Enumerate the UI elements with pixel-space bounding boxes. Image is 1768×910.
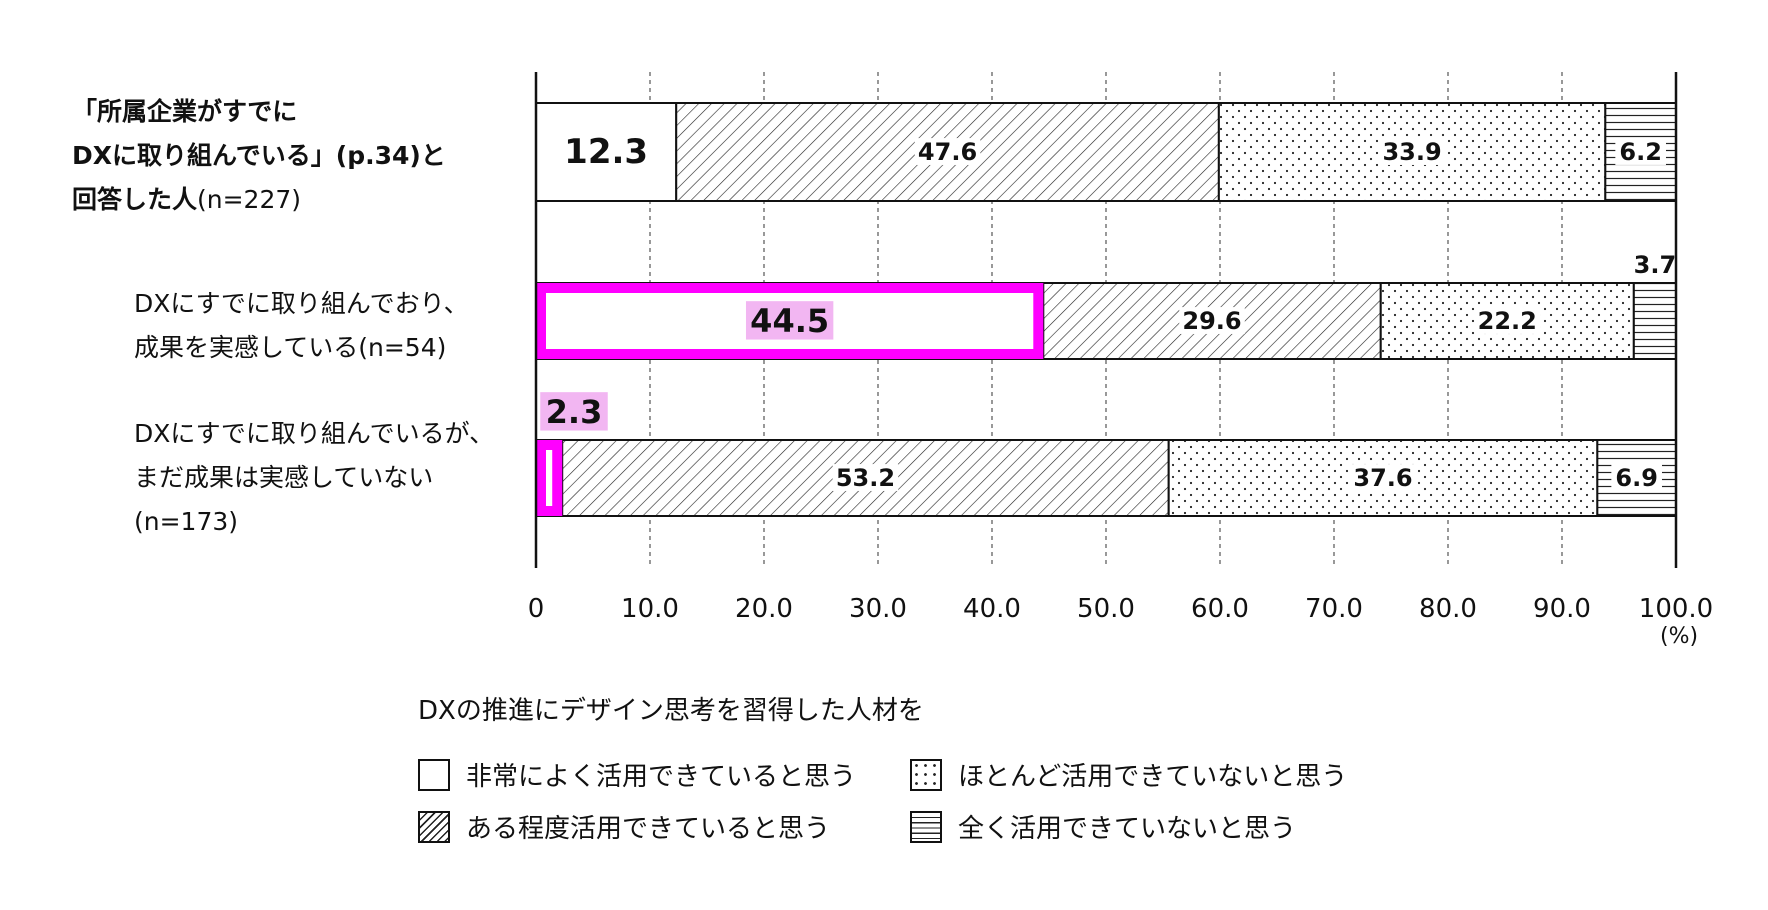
- row-label-all-line-2: DXに取り組んでいる」(p.34)と: [72, 141, 446, 170]
- legend-item-somewhat: ある程度活用できていると思う: [418, 808, 830, 845]
- legend-swatch-blank: [418, 758, 450, 791]
- highlight-label-bg: [745, 301, 834, 340]
- x-tick-label: 30.0: [849, 594, 907, 624]
- row-label-all-line-1: 「所属企業がすでに: [72, 97, 298, 126]
- value-label: 47.6: [918, 138, 977, 166]
- x-tick-label: 80.0: [1419, 594, 1477, 624]
- row-label-not-achieving-line-2: まだ成果は実感していない: [134, 463, 434, 492]
- value-label-bg: [1179, 307, 1245, 334]
- value-label-bg: [1350, 464, 1416, 491]
- value-label-bg: [914, 138, 981, 165]
- bar-segment: [535, 102, 678, 202]
- row-label-not-achieving-line-3: (n=173): [134, 507, 239, 536]
- x-tick-label: 70.0: [1305, 594, 1363, 624]
- value-label: 53.2: [836, 464, 895, 492]
- legend-label-very-well: 非常によく活用できていると思う: [466, 762, 857, 792]
- bar-segment: [1632, 282, 1677, 360]
- value-label: 3.7: [1634, 251, 1677, 279]
- highlight-outline: [536, 440, 563, 516]
- value-label: 37.6: [1353, 464, 1412, 492]
- row-label-all-line-3: 回答した人: [72, 185, 198, 214]
- row-label-not-achieving-line-1: DXにすでに取り組んでいるが、: [134, 419, 495, 448]
- value-label-bg: [1611, 464, 1662, 491]
- value-label: 44.5: [750, 302, 829, 340]
- value-label-bg: [1474, 307, 1541, 334]
- x-tick-label: 100.0: [1639, 594, 1713, 624]
- axis-unit-label: (%): [1660, 624, 1699, 649]
- legend-item-not-at-all: 全く活用できていないと思う: [910, 808, 1296, 845]
- x-tick-label: 10.0: [621, 594, 679, 624]
- legend-item-hardly: ほとんど活用できていないと思う: [910, 756, 1347, 793]
- row-label-all-n: (n=227): [197, 185, 302, 214]
- legend-title: DXの推進にデザイン思考を習得した人材を: [418, 696, 924, 726]
- legend-label-not-at-all: 全く活用できていないと思う: [958, 814, 1297, 844]
- bar-segment: [1596, 439, 1677, 517]
- value-label-bg: [832, 464, 899, 491]
- row-label-achieving: DXにすでに取り組んでおり、 成果を実感している(n=54): [134, 282, 469, 370]
- x-tick-label: 20.0: [735, 594, 793, 624]
- x-tick-label: 60.0: [1191, 594, 1249, 624]
- value-label: 12.3: [564, 132, 648, 172]
- value-label-bg: [1379, 138, 1445, 165]
- highlight-label-bg: [540, 392, 608, 431]
- row-label-achieving-line-2: 成果を実感している(n=54): [134, 333, 447, 362]
- x-tick-label: 40.0: [963, 594, 1021, 624]
- value-label: 6.9: [1615, 464, 1658, 492]
- x-tick-label: 50.0: [1077, 594, 1135, 624]
- legend-swatch-horizontal: [910, 810, 942, 843]
- x-tick-label: 90.0: [1533, 594, 1591, 624]
- value-label-bg: [1615, 138, 1666, 165]
- value-label: 33.9: [1382, 138, 1441, 166]
- legend-swatch-diagonal: [418, 810, 450, 843]
- value-label: 29.6: [1182, 307, 1241, 335]
- value-label: 2.3: [546, 393, 603, 431]
- highlight-outline: [536, 283, 1044, 359]
- x-tick-label: 0: [528, 594, 545, 624]
- row-label-not-achieving: DXにすでに取り組んでいるが、 まだ成果は実感していない (n=173): [134, 412, 494, 544]
- value-label: 22.2: [1478, 307, 1537, 335]
- legend-label-somewhat: ある程度活用できていると思う: [466, 814, 831, 844]
- legend-label-hardly: ほとんど活用できていないと思う: [958, 762, 1348, 792]
- value-label: 6.2: [1619, 138, 1662, 166]
- row-label-achieving-line-1: DXにすでに取り組んでおり、: [134, 289, 469, 318]
- row-label-all: 「所属企業がすでに DXに取り組んでいる」(p.34)と 回答した人(n=227…: [72, 90, 446, 222]
- legend-swatch-dots: [910, 758, 942, 791]
- legend-item-very-well: 非常によく活用できていると思う: [418, 756, 856, 793]
